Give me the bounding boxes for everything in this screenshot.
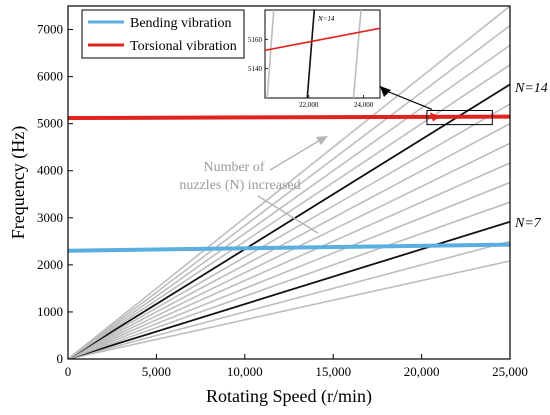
inset-lines [265, 10, 380, 98]
plot-frame [67, 5, 511, 360]
increase-arrow [257, 136, 328, 234]
inset-y-tick-label: 5160 [248, 36, 263, 44]
inset-n14-label: N=14 [317, 15, 335, 23]
annotation-n14: N=14 [514, 81, 548, 96]
y-tick-label: 6000 [37, 69, 63, 84]
y-tick-label: 3000 [37, 210, 63, 225]
inset-chart: 22,000 24,000 5140 5160 N=14 [248, 9, 381, 109]
legend-label-torsional: Torsional vibration [130, 39, 237, 54]
harmonic-line-n11 [68, 142, 510, 359]
x-tick-label: 5,000 [142, 364, 171, 379]
legend-label-bending: Bending vibration [130, 16, 232, 31]
inset-x-tick-label: 24,000 [354, 101, 374, 109]
inset-torsional-line [265, 27, 380, 52]
harmonic-line-n9 [68, 181, 510, 359]
harmonic-line-n12 [68, 122, 510, 359]
y-tick-label: 0 [57, 351, 64, 366]
inset-y-tick-label: 5140 [248, 65, 263, 73]
legend: Bending vibration Torsional vibration [81, 9, 245, 59]
inset-x-tick-label: 22,000 [299, 101, 319, 109]
y-axis-label: Frequency (Hz) [8, 126, 29, 239]
arrow-text-line1: Number of [203, 160, 264, 175]
x-tick-label: 0 [65, 364, 72, 379]
harmonic-line-n16 [68, 44, 510, 359]
harmonic-line-n13 [68, 103, 510, 359]
harmonic-line-n7 [68, 220, 510, 359]
series-line-1 [68, 114, 510, 121]
y-tick-label: 4000 [37, 163, 63, 178]
harmonic-line-n6 [68, 240, 510, 359]
x-tick-label: 25,000 [492, 364, 528, 379]
legend-box [81, 9, 245, 59]
y-tick-label: 5000 [37, 116, 63, 131]
x-tick-label: 20,000 [404, 364, 440, 379]
harmonic-lines [68, 6, 510, 359]
axes: 0 5,000 10,000 15,000 20,000 25,000 0 1000 2000 3… [37, 22, 528, 379]
y-tick-label: 1000 [37, 304, 63, 319]
zoom-arrow-head [380, 86, 391, 97]
harmonic-line-n10 [68, 162, 510, 359]
inset-harmonic-n15 [266, 10, 275, 98]
arrow-head [316, 136, 328, 145]
zoom-box [426, 109, 493, 126]
inset-harmonic-n13 [352, 10, 362, 98]
harmonic-line-n15 [68, 64, 510, 359]
y-tick-label: 7000 [37, 22, 63, 37]
series-line-0 [68, 242, 510, 253]
harmonic-line-n17 [68, 24, 510, 359]
y-tick-label: 2000 [37, 257, 63, 272]
arrow-shaft-upper [269, 138, 323, 171]
zoom-red-marker [430, 112, 440, 122]
harmonic-line-n14 [68, 83, 510, 359]
harmonic-line-n18 [68, 6, 510, 359]
harmonic-line-n8 [68, 201, 510, 359]
zoom-arrow [380, 86, 440, 122]
x-tick-label: 10,000 [227, 364, 263, 379]
inset-frame [264, 9, 381, 99]
harmonic-line-n5 [68, 260, 510, 359]
x-axis-label: Rotating Speed (r/min) [206, 386, 372, 407]
inset-harmonic-n14 [306, 10, 316, 98]
arrow-text-line2: nuzzles (N) increased [179, 178, 300, 193]
zoom-arrow-shaft [383, 89, 433, 111]
x-tick-label: 15,000 [315, 364, 351, 379]
arrow-shaft-lower [257, 195, 319, 234]
annotation-n7: N=7 [514, 216, 542, 231]
